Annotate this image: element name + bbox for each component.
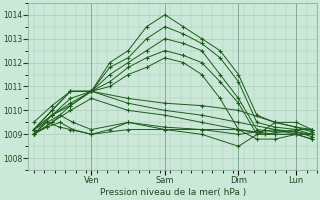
X-axis label: Pression niveau de la mer( hPa ): Pression niveau de la mer( hPa ) (100, 188, 246, 197)
